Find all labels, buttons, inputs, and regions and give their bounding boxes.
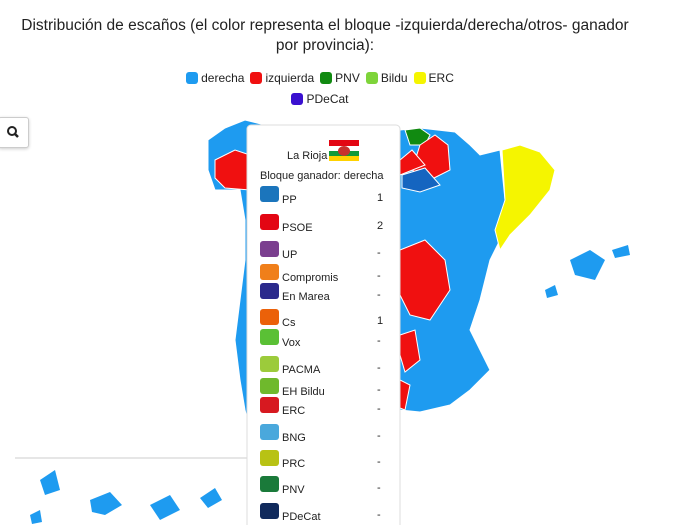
party-logo (260, 476, 279, 492)
province-derecha (401, 167, 441, 193)
party-logo (260, 503, 279, 519)
legend-swatch (186, 72, 199, 84)
party-name: PACMA (282, 364, 321, 376)
party-name: BNG (282, 432, 306, 444)
legend-label: Bildu (380, 71, 408, 85)
party-seats: - (377, 482, 381, 494)
party-logo (260, 329, 279, 345)
title: Distribución de escaños (el color repres… (21, 17, 629, 54)
region-flag (329, 140, 359, 161)
party-seats: - (377, 509, 381, 521)
party-logo (260, 424, 279, 440)
province-erc (494, 144, 556, 252)
province-izquierda (399, 239, 451, 321)
baleares (612, 245, 630, 258)
party-seats: - (377, 430, 381, 442)
legend: derecha izquierda PNV Bildu ERC PDeCat (170, 68, 470, 110)
party-name: Compromis (282, 272, 339, 284)
party-logo (260, 378, 279, 394)
party-name: PDeCat (282, 511, 321, 523)
party-logo (260, 356, 279, 372)
legend-label: PDeCat (306, 92, 349, 106)
party-name: PNV (282, 484, 305, 496)
legend-label: derecha (201, 71, 245, 85)
legend-item[interactable]: PDeCat (291, 89, 349, 110)
party-seats: - (377, 456, 381, 468)
canarias (150, 495, 180, 520)
legend-label: izquierda (265, 71, 315, 85)
party-seats: - (377, 384, 381, 396)
legend-label: PNV (335, 71, 360, 85)
canarias (40, 470, 60, 495)
canarias (90, 492, 122, 515)
baleares (545, 285, 558, 298)
legend-item[interactable]: derecha (186, 68, 244, 89)
canarias (30, 510, 42, 524)
legend-swatch (320, 72, 333, 84)
party-logo (260, 397, 279, 413)
search-button[interactable] (0, 117, 29, 148)
party-seats: 1 (377, 315, 383, 327)
party-logo (260, 214, 279, 230)
party-seats: - (377, 270, 381, 282)
legend-item[interactable]: PNV (320, 68, 360, 89)
party-name: Vox (282, 337, 301, 349)
party-name: UP (282, 249, 297, 261)
party-name: PP (282, 194, 297, 206)
search-icon (7, 126, 19, 138)
tooltip: La Rioja Bloque ganador: derecha PP 1 PSOE… (246, 124, 401, 525)
party-seats: 1 (377, 192, 383, 204)
legend-item[interactable]: izquierda (250, 68, 314, 89)
party-seats: - (377, 247, 381, 259)
legend-swatch (365, 72, 378, 84)
party-logo (260, 450, 279, 466)
party-logo (260, 309, 279, 325)
party-name: EH Bildu (282, 386, 325, 398)
party-seats: - (377, 335, 381, 347)
region-name: La Rioja (287, 150, 328, 162)
party-logo (260, 186, 279, 202)
legend-swatch (250, 72, 263, 84)
legend-swatch (291, 93, 304, 105)
party-logo (260, 241, 279, 257)
canarias (200, 488, 222, 508)
party-seats: - (377, 289, 381, 301)
baleares (570, 250, 605, 280)
party-name: PSOE (282, 222, 313, 234)
tooltip-box (246, 124, 401, 525)
party-name: En Marea (282, 291, 331, 303)
party-name: PRC (282, 458, 305, 470)
legend-item[interactable]: Bildu (365, 68, 408, 89)
winner: Bloque ganador: derecha (260, 170, 384, 182)
party-logo (260, 283, 279, 299)
party-seats: 2 (377, 220, 383, 232)
party-name: Cs (282, 317, 296, 329)
party-seats: - (377, 362, 381, 374)
party-seats: - (377, 403, 381, 415)
legend-label: ERC (428, 71, 454, 85)
party-name: ERC (282, 405, 305, 417)
legend-item[interactable]: ERC (413, 68, 454, 89)
party-logo (260, 264, 279, 280)
legend-swatch (413, 72, 426, 84)
